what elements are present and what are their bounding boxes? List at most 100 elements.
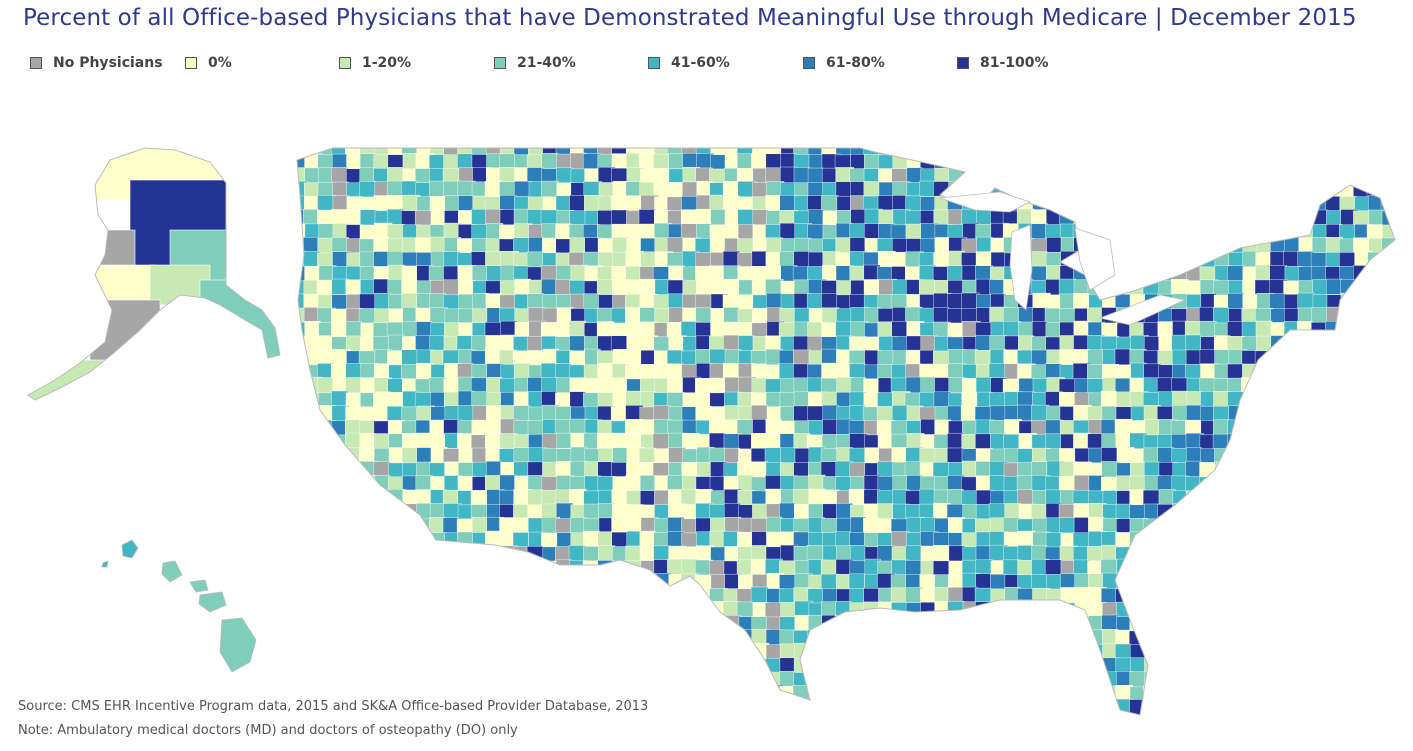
county-cell: [597, 560, 614, 577]
county-cell: [1311, 363, 1328, 381]
county-cell: [1312, 713, 1329, 715]
county-cell: [471, 671, 490, 688]
county-cell: [416, 657, 434, 675]
legend-swatch-no-physicians: [30, 57, 42, 69]
county-cell: [303, 532, 320, 551]
county-cell: [512, 532, 529, 549]
county-cell: [612, 714, 630, 715]
county-cell: [1256, 532, 1274, 550]
county-cell: [1129, 574, 1146, 591]
county-cell: [346, 559, 364, 577]
county-cell: [864, 713, 883, 715]
county-cell: [905, 545, 922, 563]
county-cell: [1298, 168, 1317, 185]
county-cell: [1144, 223, 1163, 240]
county-cell: [1394, 148, 1395, 158]
county-cell: [1269, 657, 1286, 676]
county-cell: [345, 504, 363, 521]
county-cell: [1353, 322, 1370, 341]
county-cell: [1242, 686, 1261, 702]
county-cell: [583, 658, 602, 677]
county-cell: [1311, 642, 1330, 659]
county-cell: [1214, 196, 1231, 215]
county-cell: [360, 573, 378, 591]
county-cell: [1312, 700, 1331, 715]
county-cell: [640, 714, 657, 715]
county-cell: [1100, 713, 1119, 715]
county-cell: [863, 517, 881, 535]
county-cell: [541, 278, 558, 295]
county-cell: [1395, 673, 1413, 690]
county-cell: [919, 657, 936, 676]
county-cell: [1227, 447, 1245, 464]
county-cell: [388, 671, 406, 688]
county-cell: [1269, 434, 1287, 453]
county-cell: [458, 560, 476, 577]
county-cell: [318, 629, 335, 648]
county-cell: [821, 348, 839, 365]
county-cell: [849, 671, 869, 690]
county-cell: [582, 560, 600, 578]
county-cell: [458, 643, 477, 662]
county-cell: [499, 656, 516, 675]
county-cell: [1158, 616, 1175, 635]
county-cell: [1396, 349, 1413, 365]
county-cell: [709, 671, 726, 688]
county-cell: [1340, 700, 1357, 715]
county-cell: [1003, 154, 1020, 173]
county-cell: [1198, 656, 1217, 674]
county-cell: [304, 544, 321, 563]
county-cell: [976, 166, 995, 184]
county-cell: [1030, 658, 1049, 675]
county-cell: [1032, 154, 1050, 171]
county-cell: [401, 349, 418, 366]
county-cell: [989, 643, 1008, 660]
county-cell: [1213, 713, 1231, 715]
county-cell: [541, 657, 559, 675]
county-cell: [976, 148, 993, 156]
county-cell: [1381, 657, 1395, 674]
county-cell: [1241, 420, 1258, 439]
county-cell: [598, 602, 617, 620]
county-cell: [835, 700, 853, 715]
county-cell: [1102, 210, 1121, 227]
county-cell: [359, 616, 378, 633]
county-cell: [302, 587, 321, 606]
county-cell: [1310, 433, 1328, 453]
county-cell: [1312, 391, 1330, 410]
county-cell: [878, 658, 896, 676]
county-cell: [1367, 336, 1386, 353]
county-cell: [1242, 392, 1259, 411]
county-cell: [1213, 656, 1231, 676]
county-cell: [297, 153, 307, 170]
county-cell: [1200, 531, 1217, 548]
county-cell: [1270, 148, 1286, 158]
county-cell: [1003, 167, 1022, 186]
county-cell: [1283, 489, 1301, 507]
county-cell: [583, 629, 601, 646]
county-cell: [1255, 489, 1273, 507]
county-cell: [1297, 643, 1315, 661]
county-cell: [556, 600, 574, 617]
county-cell: [556, 586, 575, 605]
county-cell: [332, 656, 350, 674]
county-cell: [331, 476, 350, 494]
county-cell: [1100, 148, 1119, 159]
county-cell: [724, 405, 741, 422]
county-cell: [1311, 148, 1328, 155]
legend-swatch-21-40: [494, 57, 506, 69]
county-cell: [990, 153, 1007, 171]
county-cell: [471, 643, 490, 661]
county-cell: [752, 713, 771, 715]
county-cell: [793, 405, 810, 423]
county-cell: [1324, 462, 1342, 481]
county-cell: [1199, 602, 1215, 620]
county-cell: [625, 574, 643, 593]
county-cell: [668, 615, 685, 632]
county-cell: [526, 251, 544, 268]
county-cell: [332, 532, 349, 548]
county-cell: [1338, 348, 1357, 365]
county-cell: [1116, 601, 1135, 619]
county-cell: [1298, 196, 1315, 213]
county-cell: [1073, 546, 1090, 563]
